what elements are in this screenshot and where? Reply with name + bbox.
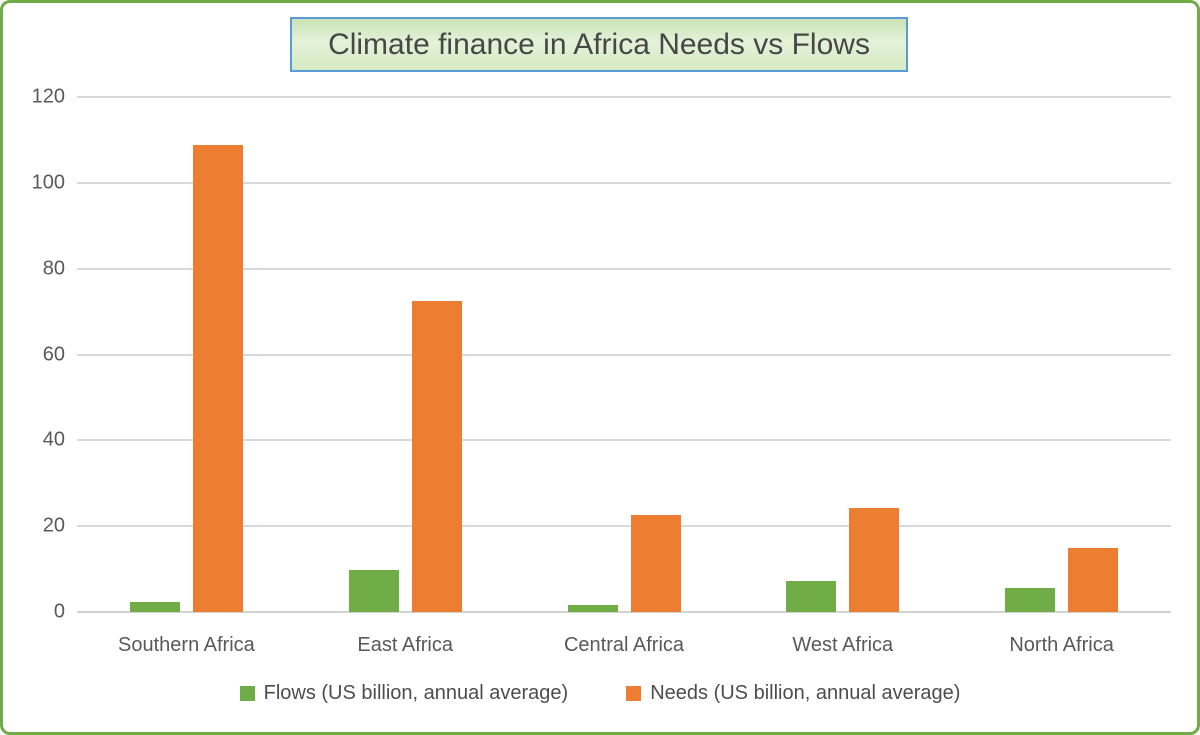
bar-flows-central-africa	[567, 604, 618, 612]
x-axis-label-north-africa: North Africa	[1009, 634, 1114, 656]
y-axis-tick-label-0: 0	[53, 600, 65, 623]
y-axis-tick-label-20: 20	[42, 514, 65, 537]
x-axis-label-east-africa: East Africa	[357, 634, 453, 656]
gridline-100	[77, 181, 1171, 184]
x-axis-label-central-africa: Central Africa	[563, 634, 685, 656]
bar-flows-east-africa	[348, 569, 399, 612]
legend-label-needs: Needs (US billion, annual average)	[650, 682, 961, 704]
chart-title: Climate finance in Africa Needs vs Flows	[328, 27, 870, 61]
y-axis-tick-label-100: 100	[31, 171, 65, 194]
y-axis-tick-label-120: 120	[31, 85, 65, 108]
legend-marker-needs-icon	[626, 686, 642, 701]
y-axis-tick-label-60: 60	[42, 343, 65, 365]
gridline-60	[77, 353, 1171, 356]
legend-label-flows: Flows (US billion, annual average)	[263, 682, 569, 704]
bar-flows-north-africa	[1005, 587, 1056, 612]
x-axis-label-west-africa: West Africa	[792, 634, 894, 656]
bar-needs-north-africa	[1068, 548, 1119, 612]
bar-needs-central-africa	[630, 515, 681, 612]
legend-item-flows: Flows (US billion, annual average)	[239, 682, 569, 705]
gridline-80	[77, 267, 1171, 270]
x-axis-label-southern-africa: Southern Africa	[118, 634, 255, 656]
gridline-20	[77, 525, 1171, 528]
y-axis-tick-label-80: 80	[42, 257, 65, 280]
bar-flows-southern-africa	[129, 602, 180, 612]
chart-title-box: Climate finance in Africa Needs vs Flows	[290, 17, 908, 72]
y-axis-tick-label-40: 40	[42, 428, 65, 451]
legend-item-needs: Needs (US billion, annual average)	[626, 682, 960, 705]
x-axis-line	[77, 611, 1171, 613]
gridline-120	[77, 96, 1171, 98]
legend-marker-flows-icon	[239, 686, 255, 701]
bar-needs-southern-africa	[192, 145, 243, 612]
bar-flows-west-africa	[786, 580, 837, 612]
legend: Flows (US billion, annual average) Needs …	[3, 682, 1197, 705]
gridline-40	[77, 439, 1171, 442]
bar-needs-east-africa	[411, 300, 462, 612]
bar-needs-west-africa	[849, 508, 900, 612]
